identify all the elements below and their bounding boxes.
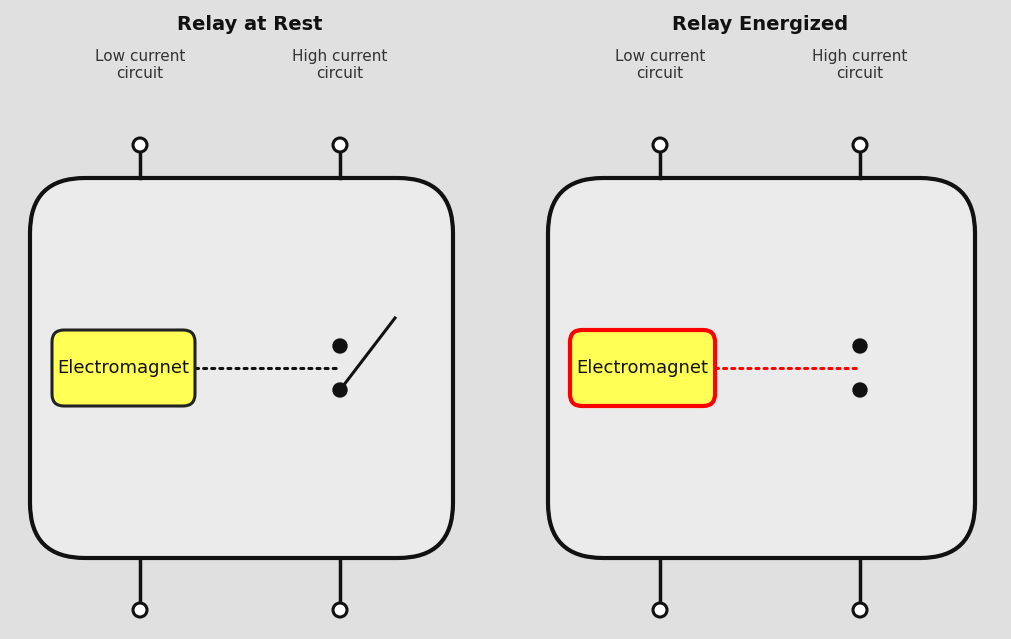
Text: Electromagnet: Electromagnet [58,359,189,377]
FancyBboxPatch shape [30,178,453,558]
Text: High current
circuit: High current circuit [292,49,387,81]
Text: Low current
circuit: Low current circuit [95,49,185,81]
Circle shape [333,339,347,353]
Circle shape [333,138,347,152]
Circle shape [853,138,867,152]
Circle shape [653,603,667,617]
Circle shape [133,138,147,152]
FancyBboxPatch shape [570,330,715,406]
Text: Low current
circuit: Low current circuit [615,49,706,81]
FancyBboxPatch shape [52,330,195,406]
Circle shape [333,603,347,617]
Circle shape [853,383,867,397]
FancyBboxPatch shape [548,178,975,558]
Circle shape [853,603,867,617]
Circle shape [653,138,667,152]
Circle shape [853,339,867,353]
Circle shape [333,383,347,397]
Text: Relay at Rest: Relay at Rest [177,15,323,35]
Text: Relay Energized: Relay Energized [672,15,848,35]
Text: Electromagnet: Electromagnet [576,359,709,377]
Text: High current
circuit: High current circuit [812,49,908,81]
Circle shape [133,603,147,617]
